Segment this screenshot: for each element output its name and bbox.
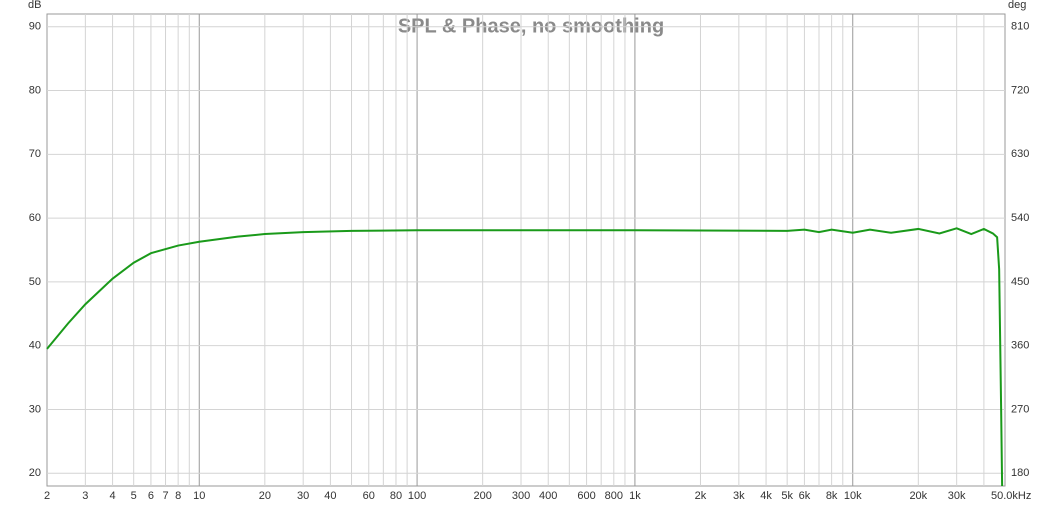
x-tick-label: 6k [799,490,811,502]
x-tick-label: 300 [512,490,530,502]
x-tick-label: 2k [695,490,707,502]
x-tick-label: 6 [148,490,154,502]
y-tick-label: 20 [29,467,41,479]
y2-tick-label: 720 [1011,84,1029,96]
y2-tick-label: 450 [1011,276,1029,288]
y-tick-label: 50 [29,276,41,288]
x-tick-label: 20 [259,490,271,502]
y-axis-label: dB [28,0,41,11]
y2-tick-label: 630 [1011,148,1029,160]
x-tick-label: 50.0kHz [991,490,1031,502]
y-tick-label: 40 [29,340,41,352]
x-tick-label: 600 [577,490,595,502]
x-tick-label: 2 [44,490,50,502]
x-tick-label: 8 [175,490,181,502]
y2-axis-label: deg [1008,0,1026,11]
plot-area [46,13,1006,487]
y-tick-label: 30 [29,403,41,415]
x-tick-label: 3k [733,490,745,502]
x-tick-label: 10 [193,490,205,502]
x-tick-label: 60 [363,490,375,502]
x-tick-label: 100 [408,490,426,502]
x-tick-label: 80 [390,490,402,502]
x-tick-label: 4k [760,490,772,502]
y2-tick-label: 810 [1011,21,1029,33]
x-tick-label: 4 [110,490,116,502]
x-tick-label: 7 [162,490,168,502]
y2-tick-label: 360 [1011,340,1029,352]
y-tick-label: 90 [29,21,41,33]
x-tick-label: 3 [82,490,88,502]
x-tick-label: 5k [781,490,793,502]
x-tick-label: 10k [844,490,862,502]
x-tick-label: 5 [131,490,137,502]
y-tick-label: 70 [29,148,41,160]
x-tick-label: 400 [539,490,557,502]
x-tick-label: 8k [826,490,838,502]
series-line [46,227,1004,487]
y2-tick-label: 270 [1011,403,1029,415]
x-tick-label: 1k [629,490,641,502]
x-tick-label: 40 [324,490,336,502]
y2-tick-label: 540 [1011,212,1029,224]
x-tick-label: 30k [948,490,966,502]
x-tick-label: 20k [909,490,927,502]
y-tick-label: 60 [29,212,41,224]
x-tick-label: 200 [473,490,491,502]
y2-tick-label: 180 [1011,467,1029,479]
y-tick-label: 80 [29,84,41,96]
x-tick-label: 30 [297,490,309,502]
x-tick-label: 800 [605,490,623,502]
